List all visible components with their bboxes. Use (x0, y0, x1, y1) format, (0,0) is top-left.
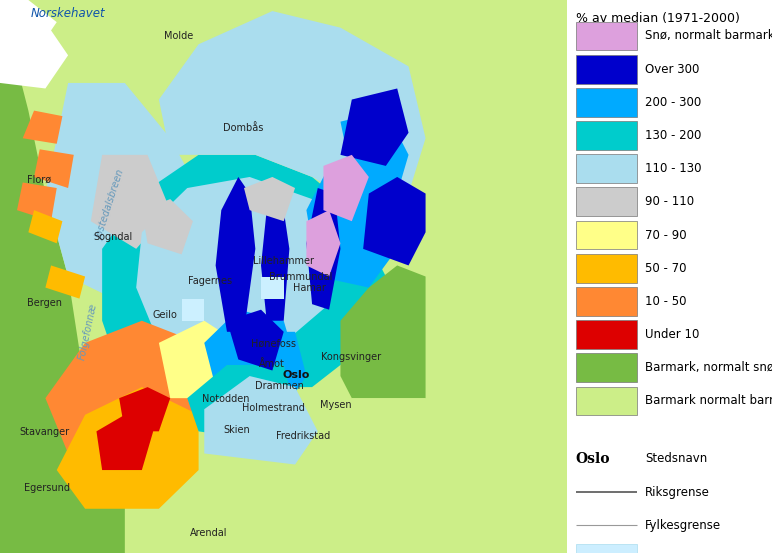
Bar (576, 187, 637, 216)
Polygon shape (0, 0, 125, 553)
Text: Brummundal: Brummundal (269, 272, 333, 281)
Bar (576, 22, 637, 50)
Text: 90 - 110: 90 - 110 (645, 195, 694, 208)
Text: Fredrikstad: Fredrikstad (276, 431, 330, 441)
Text: Stedsnavn: Stedsnavn (645, 452, 707, 466)
Polygon shape (34, 149, 74, 188)
Polygon shape (91, 155, 170, 249)
Text: Under 10: Under 10 (645, 328, 699, 341)
Text: Hamar: Hamar (293, 283, 326, 293)
Text: % av median (1971-2000): % av median (1971-2000) (576, 12, 740, 25)
Text: Fylkesgrense: Fylkesgrense (645, 519, 721, 532)
Polygon shape (205, 310, 295, 398)
Polygon shape (340, 265, 425, 398)
Text: Kongsvinger: Kongsvinger (320, 352, 381, 362)
Text: Norskehavet: Norskehavet (31, 7, 106, 20)
Bar (576, 154, 637, 183)
Text: Store vann: Store vann (645, 552, 709, 553)
Text: Geilo: Geilo (152, 310, 177, 320)
Polygon shape (181, 299, 205, 321)
Text: Riksgrense: Riksgrense (645, 486, 710, 499)
Polygon shape (306, 155, 397, 288)
Text: Mysen: Mysen (320, 400, 352, 410)
Text: 50 - 70: 50 - 70 (645, 262, 686, 275)
Text: Oslo: Oslo (283, 370, 310, 380)
Text: Egersund: Egersund (23, 483, 69, 493)
Polygon shape (363, 177, 425, 265)
Text: Bergen: Bergen (27, 298, 62, 308)
Polygon shape (22, 111, 63, 144)
Polygon shape (340, 88, 408, 166)
Polygon shape (46, 83, 215, 304)
Polygon shape (323, 155, 369, 221)
Text: Hønefoss: Hønefoss (251, 339, 296, 349)
Polygon shape (244, 177, 295, 221)
Bar (576, 55, 637, 84)
Text: 130 - 200: 130 - 200 (645, 129, 702, 142)
Text: Arendal: Arendal (190, 528, 228, 538)
Polygon shape (17, 182, 57, 221)
Polygon shape (306, 398, 425, 553)
Bar (576, 121, 637, 150)
Text: Jostedalsbreen: Jostedalsbreen (95, 169, 127, 241)
Polygon shape (159, 321, 239, 398)
Polygon shape (29, 210, 63, 243)
Bar (576, 88, 637, 117)
Text: Florø: Florø (26, 175, 51, 185)
Polygon shape (0, 0, 567, 553)
Text: Drammen: Drammen (255, 381, 303, 391)
Polygon shape (159, 11, 425, 210)
Polygon shape (306, 210, 340, 276)
Text: Fagernes: Fagernes (188, 276, 232, 286)
Text: Over 300: Over 300 (645, 62, 699, 76)
Text: 10 - 50: 10 - 50 (645, 295, 686, 308)
Text: Sogndal: Sogndal (94, 232, 133, 242)
Bar (576, 544, 637, 553)
Bar (576, 254, 637, 283)
Polygon shape (46, 265, 85, 299)
Polygon shape (215, 177, 256, 332)
Polygon shape (306, 188, 340, 310)
Polygon shape (57, 387, 198, 509)
Polygon shape (136, 177, 340, 343)
Polygon shape (0, 0, 57, 55)
Text: Stavanger: Stavanger (19, 427, 69, 437)
Text: 70 - 90: 70 - 90 (645, 228, 687, 242)
Text: Notodden: Notodden (202, 394, 249, 404)
Bar (576, 287, 637, 316)
Text: 110 - 130: 110 - 130 (645, 162, 702, 175)
Text: Snø, normalt barmark: Snø, normalt barmark (645, 29, 772, 43)
Bar (576, 387, 637, 415)
Text: Barmark, normalt snø: Barmark, normalt snø (645, 361, 772, 374)
Polygon shape (142, 199, 193, 254)
Text: Molde: Molde (164, 31, 193, 41)
Polygon shape (188, 365, 295, 442)
Text: Holmestrand: Holmestrand (242, 403, 305, 413)
Bar (576, 221, 637, 249)
Polygon shape (46, 321, 215, 453)
Polygon shape (215, 332, 306, 409)
Polygon shape (102, 155, 386, 387)
Polygon shape (205, 376, 318, 465)
Bar (576, 320, 637, 349)
Text: Lillehammer: Lillehammer (253, 256, 314, 266)
Polygon shape (261, 210, 290, 321)
Polygon shape (340, 111, 408, 194)
Polygon shape (227, 310, 284, 371)
Text: Oslo: Oslo (576, 452, 610, 466)
Bar (576, 353, 637, 382)
Polygon shape (0, 22, 68, 88)
Text: 200 - 300: 200 - 300 (645, 96, 702, 109)
Polygon shape (261, 276, 284, 299)
Text: Skien: Skien (224, 425, 251, 435)
Text: Dombås: Dombås (222, 123, 263, 133)
Polygon shape (96, 415, 153, 470)
Text: Åmot: Åmot (259, 359, 286, 369)
Text: Folgefonnæ: Folgefonnæ (77, 302, 99, 361)
Polygon shape (119, 387, 170, 431)
Text: Barmark normalt barmark: Barmark normalt barmark (645, 394, 772, 408)
